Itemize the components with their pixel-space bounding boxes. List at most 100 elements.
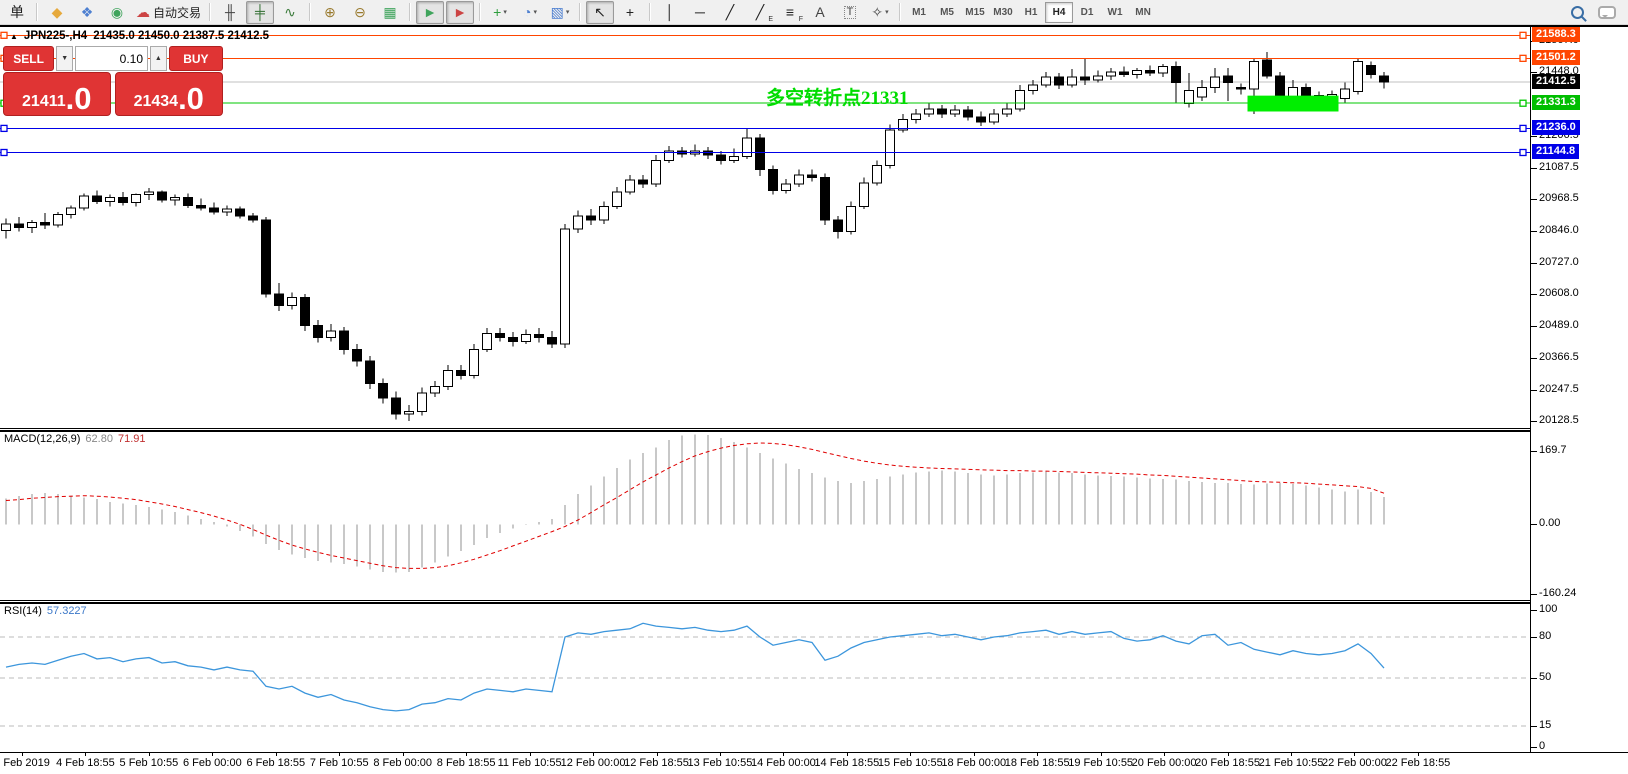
timeframe-m30-button[interactable]: M30: [993, 6, 1013, 18]
time-axis-tick: [656, 753, 658, 756]
signals-icon[interactable]: ◉: [103, 1, 131, 24]
time-axis-tick: [1227, 753, 1229, 756]
zoom-in-button[interactable]: ⊕: [316, 1, 344, 24]
rsi-label: RSI(14) 57.3227: [4, 605, 87, 617]
community-icon[interactable]: ❖: [73, 1, 101, 24]
price-tick-label: 20846.0: [1531, 224, 1579, 237]
autotrade-button-label: 自动交易: [153, 5, 202, 20]
timeframe-m1-button[interactable]: M1: [912, 6, 926, 18]
macd-tick-label: 169.7: [1531, 443, 1567, 456]
zoom-out-button[interactable]: ⊖: [346, 1, 374, 24]
one-click-trade-panel: SELL ▼ ▲ BUY 21411 .0 21434 .0: [3, 46, 223, 116]
time-axis-label: 8 Feb 00:00: [373, 757, 433, 769]
bar-chart-button[interactable]: ╫: [216, 1, 244, 24]
time-axis-tick: [339, 753, 341, 756]
timeframe-h4-button[interactable]: H4: [1045, 1, 1074, 23]
chat-icon[interactable]: [1598, 5, 1616, 19]
time-axis-label: 6 Feb 00:00: [182, 757, 242, 769]
time-axis-tick: [719, 753, 721, 756]
annotation-text[interactable]: 多空转折点21331: [766, 88, 909, 109]
price-axis[interactable]: 21567.021448.021206.521087.520968.520846…: [1530, 27, 1628, 752]
fibonacci-button[interactable]: ≡ F: [776, 1, 804, 24]
candlestick-chart-button[interactable]: ╪: [246, 0, 275, 24]
sub-letter: E: [768, 15, 774, 23]
time-axis-label: 19 Feb 10:55: [1068, 757, 1134, 769]
timeframe-d1-button[interactable]: D1: [1080, 6, 1094, 18]
auto-scroll-glyph: ►: [423, 4, 437, 20]
timeframe-h1-button[interactable]: H1: [1024, 6, 1038, 18]
auto-scroll-button[interactable]: ►: [416, 0, 445, 24]
chart-plot-area[interactable]: [0, 0, 1530, 774]
horizontal-line-glyph: ─: [695, 4, 705, 20]
time-axis-label: 21 Feb 10:55: [1258, 757, 1324, 769]
tile-windows-button[interactable]: ▦: [376, 1, 404, 24]
symbol-period-label: JPN225-,H4: [23, 30, 88, 42]
dropdown-caret-icon[interactable]: ▾: [565, 9, 570, 16]
time-axis-tick: [1354, 753, 1356, 756]
time-axis-tick: [529, 753, 531, 756]
toolbar: 单 ◆ ❖ ◉ ☁ 自动交易 ╫ ╪ ∿ ⊕ ⊖ ▦ ► ► + ▾ ◔ ▾ ▧ ▾ ↖ + │ ─ ╱ ╱ E ≡ F A T ✧ ▾ M1 M5…: [0, 0, 1628, 25]
cursor-glyph: ↖: [594, 4, 606, 20]
sell-price-button[interactable]: 21411 .0: [3, 72, 111, 116]
templates-button[interactable]: ▧ ▾: [546, 1, 574, 24]
timeframe-m15-button[interactable]: M15: [965, 6, 985, 18]
sell-button[interactable]: SELL: [3, 46, 55, 71]
horizontal-line-button[interactable]: ─: [686, 1, 714, 24]
trendline-button[interactable]: ╱: [716, 1, 744, 24]
collapse-triangle-icon[interactable]: ▲: [10, 31, 18, 41]
price-tick-label: 20727.0: [1531, 255, 1579, 268]
crosshair-button[interactable]: +: [616, 1, 644, 24]
chart-shift-button[interactable]: ►: [446, 0, 475, 24]
new-order-button[interactable]: 单: [3, 1, 31, 24]
history-center-icon[interactable]: ◆: [43, 1, 71, 24]
time-axis-label: 14 Feb 00:00: [750, 757, 816, 769]
equidistant-channel-button[interactable]: ╱ E: [746, 1, 774, 24]
text-button[interactable]: A: [806, 1, 834, 24]
volume-field-wrap: [75, 46, 148, 71]
dropdown-caret-icon[interactable]: ▾: [503, 9, 507, 16]
timeframe-w1-button[interactable]: W1: [1107, 6, 1123, 18]
time-axis-label: 6 Feb 18:55: [246, 757, 306, 769]
timeframe-m5-button[interactable]: M5: [940, 6, 954, 18]
dropdown-caret-icon[interactable]: ▾: [533, 9, 537, 16]
fibonacci-glyph: ≡: [785, 4, 795, 20]
rsi-name: RSI(14): [4, 605, 42, 617]
dropdown-caret-icon[interactable]: ▾: [885, 9, 889, 16]
macd-pane-separator[interactable]: [0, 428, 1628, 432]
volume-input[interactable]: [76, 47, 147, 70]
autotrade-button[interactable]: ☁ 自动交易: [133, 1, 204, 24]
time-axis-label: 12 Feb 00:00: [560, 757, 626, 769]
sell-price-frac: .0: [65, 80, 92, 116]
search-icon[interactable]: [1571, 5, 1584, 19]
rsi-tick-label: 50: [1530, 671, 1552, 684]
rsi-tick-label: 100: [1530, 602, 1558, 615]
buy-button[interactable]: BUY: [168, 46, 223, 71]
line-chart-button[interactable]: ∿: [276, 1, 304, 24]
indicators-button[interactable]: + ▾: [486, 1, 514, 24]
time-axis-tick: [212, 753, 214, 756]
ohlc-values: 21435.0 21450.0 21387.5 21412.5: [93, 30, 270, 42]
macd-tick-label: 0.00: [1530, 517, 1561, 530]
time-axis-tick: [1037, 753, 1039, 756]
periods-button[interactable]: ◔ ▾: [516, 1, 544, 24]
time-axis-label: 7 Feb 10:55: [309, 757, 369, 769]
volume-increase-button[interactable]: ▲: [150, 46, 167, 71]
time-axis-tick: [1291, 753, 1292, 756]
timeframe-mn-button[interactable]: MN: [1135, 6, 1151, 18]
time-axis-tick: [275, 753, 277, 756]
cursor-button[interactable]: ↖: [586, 0, 615, 24]
buy-price-button[interactable]: 21434 .0: [114, 72, 223, 116]
time-axis-label: 14 Feb 18:55: [814, 757, 880, 769]
rsi-pane-separator[interactable]: [0, 600, 1628, 604]
volume-decrease-button[interactable]: ▼: [56, 46, 74, 71]
arrows-button[interactable]: ✧ ▾: [866, 1, 894, 24]
hline-price-badge: 21588.3: [1532, 27, 1580, 43]
vertical-line-button[interactable]: │: [656, 1, 684, 24]
time-axis-tick: [910, 753, 912, 756]
price-tick-label: 20247.5: [1531, 382, 1579, 395]
text-label-button[interactable]: T: [836, 1, 864, 24]
time-axis-tick: [846, 753, 848, 756]
time-axis[interactable]: 4 Feb 2019 4 Feb 18:55 5 Feb 10:556 Feb 00…: [0, 752, 1628, 774]
time-axis-tick: [783, 753, 785, 756]
time-axis-tick: [1417, 753, 1419, 756]
